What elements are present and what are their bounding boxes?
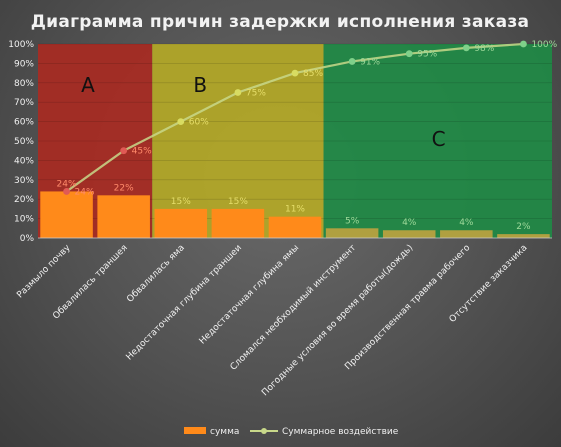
y-tick-label: 70% (14, 98, 34, 108)
y-tick-label: 60% (14, 118, 34, 128)
y-tick-label: 90% (14, 59, 34, 69)
bar-value-label: 22% (114, 183, 134, 193)
chart-title: Диаграмма причин задержки исполнения зак… (31, 12, 530, 32)
y-tick-label: 0% (20, 234, 35, 244)
legend-marker-line (261, 428, 267, 434)
bar-value-label: 5% (345, 216, 360, 226)
y-tick-label: 40% (14, 156, 34, 166)
cumulative-point-2 (120, 147, 128, 155)
bar-9 (497, 234, 550, 238)
y-tick-label: 100% (8, 40, 34, 50)
y-tick-label: 10% (14, 215, 34, 225)
zone-label-c: C (432, 127, 446, 151)
cumulative-point-4 (234, 89, 242, 96)
x-category-label: Сломался необходимый инструмент (229, 243, 359, 373)
bar-value-label: 4% (402, 218, 417, 228)
zone-label-b: B (193, 73, 207, 97)
bar-value-label: 2% (516, 222, 531, 232)
bar-value-label: 15% (228, 197, 248, 207)
cumulative-value-label: 100% (531, 40, 557, 50)
bar-value-label: 4% (459, 218, 474, 228)
cumulative-point-3 (177, 118, 185, 125)
bar-value-label: 11% (285, 205, 305, 215)
x-category-label: Обвалилась яма (125, 243, 187, 305)
legend-swatch-bars (184, 427, 206, 434)
x-category-label: Производственная травма рабочего (343, 243, 472, 372)
cumulative-point-9 (520, 40, 527, 48)
bar-6 (325, 228, 379, 238)
y-tick-label: 30% (14, 176, 34, 186)
x-category-label: Размыло почву (15, 243, 73, 301)
cumulative-value-label: 24% (75, 187, 95, 197)
cumulative-point-5 (291, 69, 299, 77)
cumulative-value-label: 45% (132, 147, 152, 157)
cumulative-point-1 (63, 188, 70, 195)
bar-3 (154, 208, 208, 238)
legend-label-bars: сумма (210, 427, 239, 437)
y-tick-label: 50% (14, 137, 34, 147)
legend-label-line: Суммарное воздействие (282, 427, 399, 437)
cumulative-value-label: 95% (417, 50, 437, 60)
zone-c (323, 44, 552, 238)
cumulative-value-label: 91% (360, 57, 380, 67)
y-tick-label: 20% (14, 195, 34, 205)
y-tick-label: 80% (14, 79, 34, 89)
bar-5 (268, 216, 322, 238)
cumulative-value-label: 60% (189, 118, 209, 128)
bar-7 (382, 230, 436, 238)
x-category-label: Недостаточная глубина траншеи (125, 243, 245, 363)
cumulative-value-label: 98% (474, 44, 494, 54)
bar-1 (40, 191, 93, 238)
cumulative-point-7 (405, 50, 413, 58)
cumulative-point-8 (462, 44, 470, 52)
cumulative-point-6 (348, 58, 356, 65)
bar-value-label: 24% (57, 179, 77, 189)
bar-8 (440, 230, 493, 238)
bar-4 (211, 208, 265, 238)
cumulative-value-label: 85% (303, 69, 323, 79)
cumulative-value-label: 75% (246, 89, 266, 99)
bar-2 (97, 195, 150, 238)
x-category-label: Недостаточная глубина ямы (198, 243, 301, 346)
zone-label-a: A (81, 73, 95, 97)
bar-value-label: 15% (171, 197, 191, 207)
